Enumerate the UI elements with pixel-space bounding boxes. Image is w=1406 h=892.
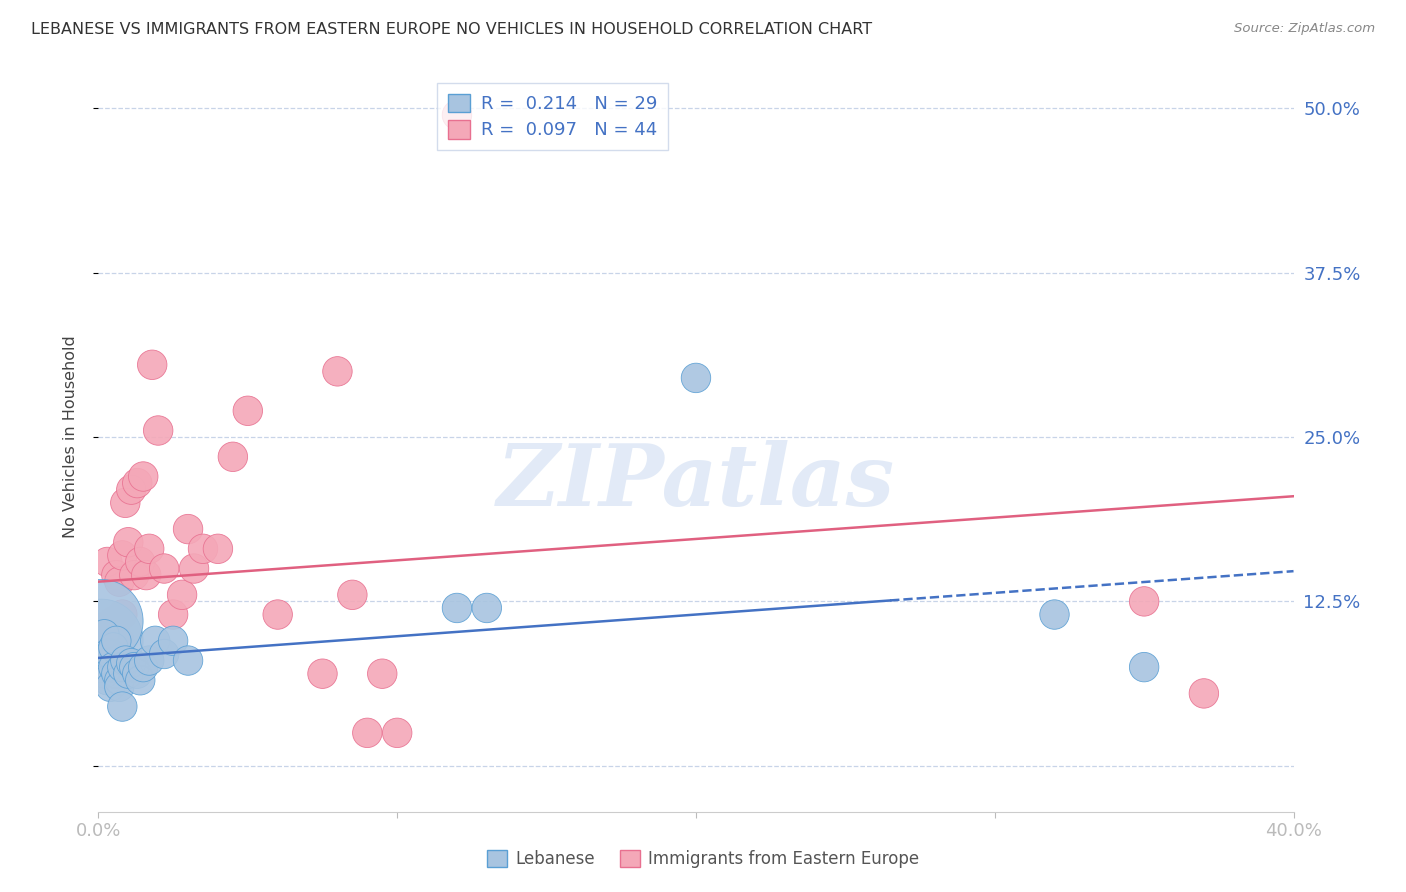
Point [236, 404, 259, 418]
Point [385, 726, 409, 740]
Point [105, 568, 128, 582]
Point [108, 633, 131, 648]
Y-axis label: No Vehicles in Household: No Vehicles in Household [63, 335, 77, 539]
Point [446, 601, 468, 615]
Point [103, 627, 125, 641]
Point [93, 627, 115, 641]
Point [124, 568, 146, 582]
Point [1133, 660, 1156, 674]
Point [132, 469, 155, 483]
Point [124, 660, 146, 674]
Point [90, 633, 112, 648]
Point [446, 108, 468, 122]
Point [148, 424, 170, 438]
Point [111, 607, 134, 622]
Point [132, 660, 155, 674]
Point [98, 647, 122, 661]
Point [1192, 686, 1215, 700]
Point [141, 358, 163, 372]
Point [138, 541, 160, 556]
Point [105, 614, 128, 628]
Point [356, 726, 378, 740]
Text: LEBANESE VS IMMIGRANTS FROM EASTERN EUROPE NO VEHICLES IN HOUSEHOLD CORRELATION : LEBANESE VS IMMIGRANTS FROM EASTERN EURO… [31, 22, 872, 37]
Point [103, 640, 125, 655]
Point [114, 654, 136, 668]
Point [143, 633, 166, 648]
Point [138, 654, 160, 668]
Point [108, 673, 131, 688]
Point [1043, 607, 1066, 622]
Point [96, 673, 118, 688]
Point [129, 555, 152, 569]
Point [207, 541, 229, 556]
Point [177, 522, 200, 536]
Point [111, 549, 134, 563]
Point [129, 673, 152, 688]
Point [108, 680, 131, 694]
Point [371, 666, 394, 681]
Point [96, 555, 118, 569]
Point [153, 561, 176, 575]
Point [108, 574, 131, 589]
Point [1133, 594, 1156, 608]
Point [311, 666, 333, 681]
Point [98, 633, 122, 648]
Point [153, 647, 176, 661]
Point [127, 476, 149, 491]
Point [685, 371, 707, 385]
Point [103, 660, 125, 674]
Point [326, 364, 349, 378]
Point [342, 588, 364, 602]
Point [120, 483, 142, 497]
Point [111, 660, 134, 674]
Point [105, 666, 128, 681]
Point [96, 647, 118, 661]
Text: ZIPatlas: ZIPatlas [496, 441, 896, 524]
Point [127, 666, 149, 681]
Legend: R =  0.214   N = 29, R =  0.097   N = 44: R = 0.214 N = 29, R = 0.097 N = 44 [437, 83, 668, 150]
Point [475, 601, 498, 615]
Point [172, 588, 194, 602]
Point [111, 699, 134, 714]
Point [90, 614, 112, 628]
Point [162, 633, 184, 648]
Point [222, 450, 245, 464]
Point [96, 627, 118, 641]
Point [105, 633, 128, 648]
Point [267, 607, 290, 622]
Point [103, 614, 125, 628]
Point [135, 568, 157, 582]
Point [117, 666, 139, 681]
Point [117, 535, 139, 549]
Point [120, 656, 142, 670]
Point [114, 496, 136, 510]
Point [191, 541, 214, 556]
Point [98, 627, 122, 641]
Point [90, 621, 112, 635]
Point [177, 654, 200, 668]
Point [93, 633, 115, 648]
Point [183, 561, 205, 575]
Text: Source: ZipAtlas.com: Source: ZipAtlas.com [1234, 22, 1375, 36]
Point [162, 607, 184, 622]
Point [98, 680, 122, 694]
Point [93, 666, 115, 681]
Legend: Lebanese, Immigrants from Eastern Europe: Lebanese, Immigrants from Eastern Europe [479, 843, 927, 875]
